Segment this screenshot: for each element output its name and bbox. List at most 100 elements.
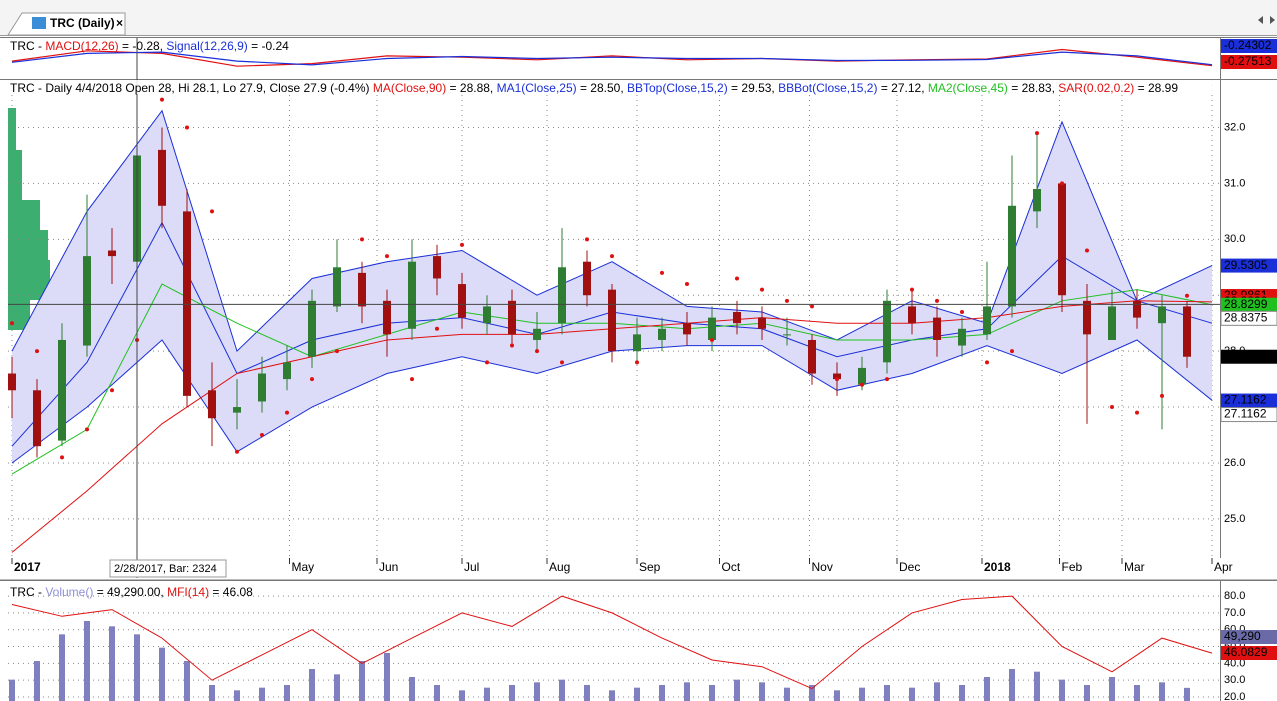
- value-label: 27.9: [1224, 349, 1248, 363]
- y-tick-label: 70.0: [1224, 607, 1245, 619]
- volume-bar: [134, 634, 140, 701]
- sar-dot: [485, 360, 489, 365]
- candle-body: [458, 284, 466, 318]
- volume-bar: [759, 682, 765, 701]
- y-tick-label: 30.0: [1224, 674, 1245, 686]
- candle-body: [808, 339, 816, 374]
- tab-scroll[interactable]: [1258, 16, 1275, 24]
- y-tick-label: 80.0: [1224, 590, 1245, 602]
- header-segment: = 46.08: [209, 585, 253, 599]
- volume-bar: [1159, 682, 1165, 701]
- x-tick-label: Dec: [899, 560, 920, 574]
- sar-dot: [660, 270, 664, 275]
- sar-dot: [785, 298, 789, 303]
- header-segment: TRC -: [10, 39, 45, 53]
- sar-dot: [910, 287, 914, 292]
- sar-dot: [385, 254, 389, 259]
- x-tick-label: Apr: [1214, 560, 1233, 574]
- volume-bar: [184, 661, 190, 701]
- x-tick-label: Nov: [812, 560, 833, 574]
- tab-close[interactable]: ×: [116, 16, 123, 30]
- candle-body: [333, 267, 341, 307]
- sar-dot: [10, 321, 14, 326]
- value-label: 46.0829: [1224, 645, 1268, 659]
- value-label: 27.1162: [1224, 393, 1267, 407]
- sar-dot: [610, 254, 614, 259]
- candle-body: [758, 317, 766, 329]
- header-segment: = 29.53,: [728, 81, 778, 95]
- candle-body: [1158, 306, 1166, 324]
- candle-body: [533, 328, 541, 340]
- candle-body: [1033, 189, 1041, 212]
- value-label-box: [1221, 258, 1277, 273]
- tab-bar: [0, 0, 1277, 36]
- y-tick-label: 31.0: [1224, 177, 1245, 189]
- volume-bar: [309, 669, 315, 701]
- sar-dot: [1185, 293, 1189, 298]
- candle-body: [258, 373, 266, 402]
- candle-body: [833, 373, 841, 380]
- pane-header: TRC - Volume() = 49,290.00, MFI(14) = 46…: [10, 585, 253, 599]
- candle-body: [733, 312, 741, 324]
- x-tick-label: Jun: [379, 560, 398, 574]
- value-label: 49,290: [1224, 629, 1261, 643]
- y-tick-label: 25.0: [1224, 513, 1245, 525]
- volume-bar: [534, 682, 540, 701]
- sar-dot: [685, 282, 689, 287]
- candle-body: [608, 289, 616, 352]
- sar-dot: [1010, 349, 1014, 354]
- mfi-line: [11, 595, 1213, 690]
- volume-bar: [684, 682, 690, 701]
- x-tick-label: Oct: [722, 560, 741, 574]
- sar-dot: [360, 237, 364, 242]
- header-segment: MFI(14): [167, 585, 209, 599]
- candle-body: [283, 362, 291, 380]
- x-tick-label: Mar: [1124, 560, 1145, 574]
- x-tick-label: May: [292, 560, 315, 574]
- macd-line: [11, 48, 1213, 67]
- x-tick-label: Jul: [464, 560, 479, 574]
- header-segment: Signal(12,26,9): [166, 39, 247, 53]
- tooltip-box: [109, 559, 227, 578]
- sar-dot: [110, 388, 114, 393]
- volume-bar: [409, 677, 415, 701]
- sar-dot: [960, 310, 964, 315]
- candle-body: [308, 300, 316, 357]
- tab-title[interactable]: TRC (Daily): [50, 16, 115, 30]
- y-tick-label: 20.0: [1224, 691, 1245, 701]
- tab-icon: [32, 17, 46, 29]
- volume-bar: [1034, 671, 1040, 701]
- volume-bar: [834, 690, 840, 701]
- header-segment: MA1(Close,25): [497, 81, 577, 95]
- x-tick-label: Sep: [639, 560, 661, 574]
- header-segment: BBBot(Close,15,2): [778, 81, 877, 95]
- sar-dot: [535, 349, 539, 354]
- candle-body: [858, 367, 866, 385]
- sar-dot: [635, 360, 639, 365]
- volume-bar: [584, 685, 590, 701]
- sar-dot: [885, 377, 889, 382]
- candle-body: [183, 211, 191, 396]
- header-segment: = -0.28,: [119, 39, 167, 53]
- value-label-box: [1221, 630, 1277, 644]
- sar-dot: [1160, 393, 1164, 398]
- macd-line: [11, 51, 1213, 66]
- sar-dot: [285, 410, 289, 415]
- candle-body: [408, 261, 416, 329]
- pane-header: TRC - MACD(12,26) = -0.28, Signal(12,26,…: [10, 39, 289, 53]
- candle-body: [433, 256, 441, 279]
- volume-profile: [8, 108, 50, 330]
- y-tick-label: 32.0: [1224, 121, 1245, 133]
- value-label-box: [1221, 55, 1277, 69]
- volume-bar: [784, 687, 790, 701]
- candle-body: [383, 300, 391, 335]
- sar-dot: [160, 97, 164, 102]
- volume-bar: [809, 685, 815, 701]
- candle-body: [1083, 300, 1091, 335]
- candle-body: [358, 272, 366, 307]
- candle-body: [158, 149, 166, 206]
- candle-body: [633, 334, 641, 352]
- volume-bar: [484, 687, 490, 701]
- sar-dot: [860, 382, 864, 387]
- sar-dot: [760, 287, 764, 292]
